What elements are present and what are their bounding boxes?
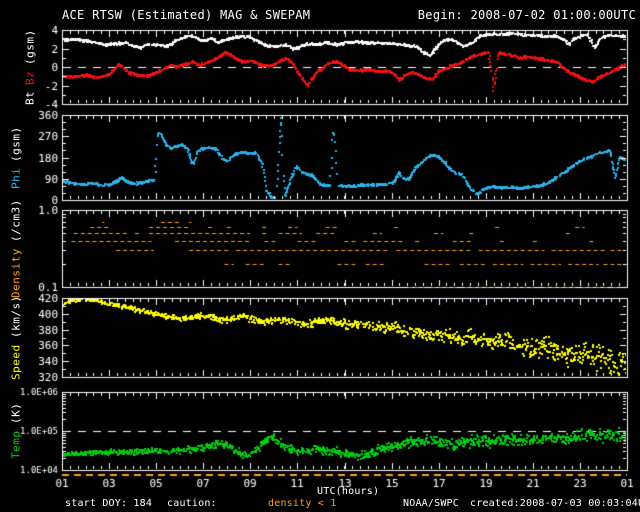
axis-label-speed-units: (km/s) [9, 295, 23, 339]
axis-label-phi-units: (gsm) [9, 126, 23, 162]
agency-label: NOAA/SWPC [403, 498, 459, 509]
caution-label: caution: [167, 498, 217, 509]
axis-label-phi-name: Phi [9, 167, 23, 189]
axis-label-mag: Bt Bz (gsm) [21, 28, 39, 106]
begin-timestamp: Begin: 2008-07-02 01:00:00UTC [417, 8, 636, 22]
axis-label-mag-units: (gsm) [23, 28, 37, 65]
page-title: ACE RTSW (Estimated) MAG & SWEPAM [62, 8, 311, 22]
axis-label-temp-units: (K) [9, 403, 23, 425]
axis-label-temp-name: Temp [9, 430, 23, 459]
axis-label-density-units: (/cm3) [9, 199, 23, 242]
axis-label-phi: Phi (gsm) [7, 115, 25, 200]
axis-label-temp: Temp (K) [7, 392, 25, 470]
axis-label-bt: Bt [23, 90, 37, 106]
caution-value: density < 1 [268, 498, 337, 509]
axis-label-bz: Bz [23, 70, 37, 85]
created-timestamp: created:2008-07-03 00:03:04UTC [470, 498, 640, 509]
axis-label-speed: Speed (km/s) [7, 295, 25, 380]
axis-label-speed-name: Speed [9, 344, 23, 380]
x-axis-title: UTC(hours) [317, 486, 380, 497]
start-doy-label: start DOY: 184 [65, 498, 153, 509]
axis-label-density-name: Density [9, 247, 23, 298]
axis-label-density: Density (/cm3) [7, 199, 25, 298]
